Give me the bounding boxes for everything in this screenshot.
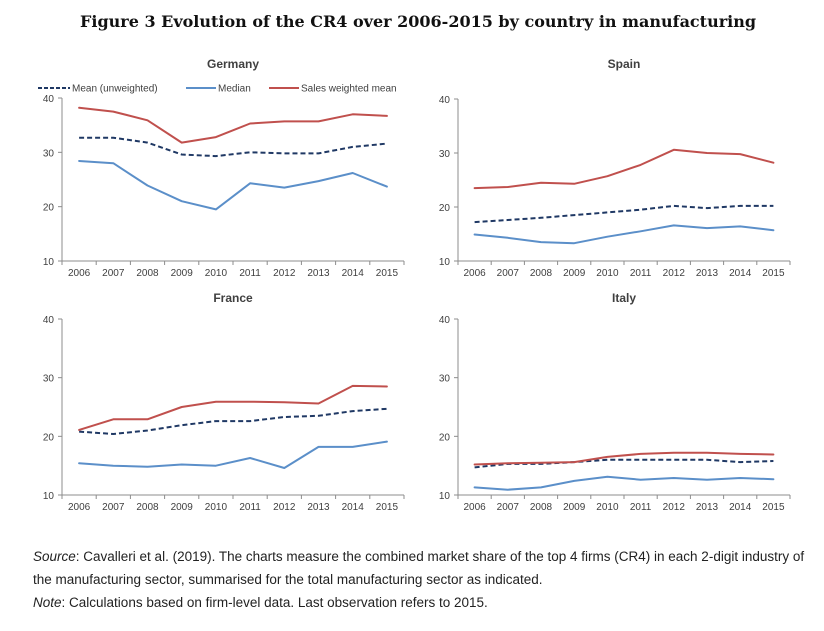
x-tick-label: 2015 [376, 502, 399, 513]
chart-italy: Italy 10 20 30 40 2006 2007 2008 2009 2010 2011 201… [439, 291, 791, 513]
x-tick-label: 2008 [530, 502, 553, 513]
y-tick-label: 10 [43, 491, 55, 502]
x-tick-label: 2009 [171, 268, 194, 279]
y-tick-label: 30 [439, 149, 451, 160]
x-tick-label: 2011 [239, 502, 261, 513]
chart-spain: Spain 10 20 30 40 2006 2007 2008 2009 2010 2011 201… [439, 57, 791, 279]
y-tick-label: 40 [439, 95, 451, 106]
y-tick-label: 40 [43, 94, 55, 105]
x-tick-label: 2014 [729, 268, 752, 279]
y-tick-label: 30 [439, 374, 451, 385]
x-tick-label: 2013 [696, 268, 719, 279]
x-tick-label: 2006 [68, 268, 91, 279]
x-tick-label: 2012 [663, 502, 686, 513]
x-tick-label: 2009 [171, 502, 194, 513]
series-line-mean-unweighted [79, 136, 387, 158]
series-line-sales-weighted-mean [78, 106, 388, 144]
note-line: Note: Calculations based on firm-level d… [33, 591, 813, 614]
source-text: : Cavalleri et al. (2019). The charts me… [33, 549, 805, 587]
x-tick-label: 2008 [136, 502, 159, 513]
legend-label-sales-weighted-mean: Sales weighted mean [301, 84, 397, 95]
x-tick-label: 2007 [102, 502, 125, 513]
y-tick-label: 40 [439, 315, 451, 326]
y-tick-label: 20 [43, 203, 55, 214]
legend-label-median: Median [218, 84, 251, 95]
legend-label-mean-unweighted: Mean (unweighted) [72, 84, 158, 95]
y-tick-label: 10 [439, 257, 451, 268]
x-tick-label: 2014 [729, 502, 752, 513]
x-tick-label: 2006 [68, 502, 91, 513]
x-tick-label: 2011 [630, 268, 652, 279]
x-tick-label: 2008 [136, 268, 159, 279]
series-line-median [473, 475, 775, 491]
x-tick-label: 2015 [376, 268, 399, 279]
x-tick-label: 2006 [463, 502, 486, 513]
x-tick-label: 2015 [762, 502, 785, 513]
x-tick-label: 2011 [239, 268, 261, 279]
chart-france: France 10 20 30 40 2006 2007 2008 2009 2010 2011 20… [43, 291, 405, 513]
y-tick-label: 40 [43, 315, 55, 326]
x-tick-label: 2007 [497, 268, 520, 279]
x-tick-label: 2010 [205, 502, 228, 513]
x-tick-label: 2014 [342, 268, 365, 279]
chart-title: Italy [612, 291, 636, 305]
x-tick-label: 2013 [307, 268, 330, 279]
x-tick-label: 2010 [205, 268, 228, 279]
note-text: : Calculations based on firm-level data.… [61, 595, 488, 610]
x-tick-label: 2012 [273, 268, 296, 279]
x-tick-label: 2013 [307, 502, 330, 513]
y-tick-label: 10 [439, 491, 451, 502]
chart-title: Germany [207, 57, 259, 71]
chart-legend: Mean (unweighted) Median Sales weighted me… [38, 84, 397, 95]
series-line-median [78, 440, 388, 469]
figure-title: Figure 3 Evolution of the CR4 over 2006-… [80, 12, 757, 31]
x-tick-label: 2009 [563, 268, 586, 279]
x-tick-label: 2014 [342, 502, 365, 513]
x-tick-label: 2007 [497, 502, 520, 513]
y-tick-label: 20 [439, 203, 451, 214]
series-line-median [473, 224, 775, 245]
x-tick-label: 2006 [463, 268, 486, 279]
source-line: Source: Cavalleri et al. (2019). The cha… [33, 545, 813, 591]
x-tick-label: 2012 [663, 268, 686, 279]
y-tick-label: 30 [43, 148, 55, 159]
series-line-sales-weighted-mean [473, 451, 775, 466]
series-line-mean-unweighted [474, 204, 774, 224]
x-tick-label: 2010 [596, 268, 619, 279]
series-line-median [78, 160, 388, 211]
x-tick-label: 2009 [563, 502, 586, 513]
x-tick-label: 2008 [530, 268, 553, 279]
x-tick-label: 2015 [762, 268, 785, 279]
x-tick-label: 2012 [273, 502, 296, 513]
chart-germany: Germany 10 20 30 40 2006 2007 2008 2009 2010 2011 2… [43, 57, 405, 279]
series-line-sales-weighted-mean [473, 148, 775, 190]
x-tick-label: 2007 [102, 268, 125, 279]
y-tick-label: 10 [43, 257, 55, 268]
x-tick-label: 2010 [596, 502, 619, 513]
y-tick-label: 30 [43, 374, 55, 385]
note-label: Note [33, 595, 62, 610]
x-tick-label: 2011 [630, 502, 652, 513]
source-label: Source [33, 549, 76, 564]
y-tick-label: 20 [439, 432, 451, 443]
series-line-sales-weighted-mean [78, 384, 388, 431]
series-line-mean-unweighted [79, 407, 387, 435]
y-tick-label: 20 [43, 432, 55, 443]
chart-title: Spain [608, 57, 641, 71]
figure-caption: Source: Cavalleri et al. (2019). The cha… [33, 545, 813, 614]
x-tick-label: 2013 [696, 502, 719, 513]
chart-title: France [213, 291, 253, 305]
